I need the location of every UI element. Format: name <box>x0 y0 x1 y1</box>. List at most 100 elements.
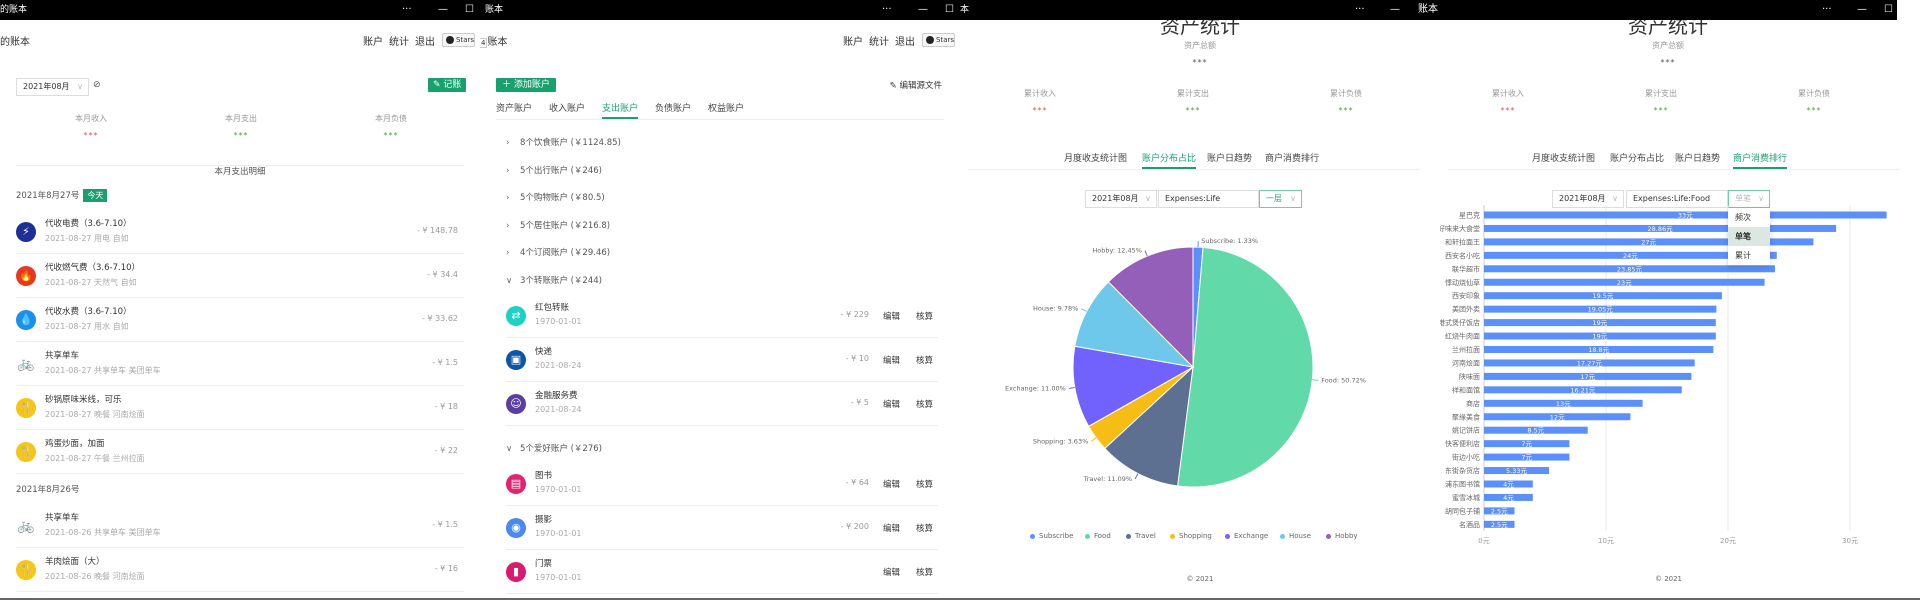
bar[interactable] <box>1484 319 1716 327</box>
reconcile-button[interactable]: 核算 <box>915 523 933 534</box>
transaction-row[interactable]: 🚲 共享单车 2021-08-26 共享单车 美团单车 - ¥ 1.5 <box>16 504 464 548</box>
bar[interactable] <box>1484 426 1588 434</box>
transaction-row[interactable]: 🍴 羊肉烩面（大） 2021-08-26 晚餐 河南烩面 - ¥ 16 <box>16 548 464 592</box>
tab-1[interactable]: 收入账户 <box>549 104 586 114</box>
account-group[interactable]: › 8个饮食账户 (￥1124.85) <box>506 136 621 148</box>
stats-tab-1[interactable]: 账户分布占比 <box>1610 154 1665 164</box>
edit-button[interactable]: 编辑 <box>882 567 900 578</box>
tab-3[interactable]: 负债账户 <box>655 104 692 114</box>
tab-0[interactable]: 资产账户 <box>496 104 533 114</box>
account-group[interactable]: ∨ 3个转账账户 (￥244) <box>506 274 602 286</box>
maximize-button[interactable]: ☐ <box>945 4 954 15</box>
more-button[interactable]: ··· <box>402 4 412 15</box>
legend-item[interactable]: Food <box>1085 532 1111 540</box>
reconcile-button[interactable]: 核算 <box>915 399 933 410</box>
bar[interactable] <box>1484 305 1717 313</box>
transaction-row[interactable]: 🍴 砂锅原味米线，可乐 2021-08-27 晚餐 河南烩面 - ¥ 18 <box>16 386 464 430</box>
bar[interactable] <box>1484 346 1714 353</box>
bar[interactable] <box>1484 211 1887 219</box>
github-stars-button[interactable]: Stars <box>922 33 955 47</box>
eye-slash-icon[interactable]: ⊘ <box>93 80 101 90</box>
bar[interactable] <box>1484 413 1631 421</box>
nav-stats[interactable]: 统计 <box>869 37 889 48</box>
tab-4[interactable]: 权益账户 <box>708 104 745 114</box>
legend-item[interactable]: House <box>1280 532 1311 540</box>
month-select[interactable]: 2021年08月 ∨ <box>16 78 89 96</box>
nav-accounts[interactable]: 账户 <box>843 37 863 48</box>
record-button[interactable]: ✎ 记账 <box>428 78 467 92</box>
legend-item[interactable]: Shopping <box>1170 532 1212 540</box>
edit-button[interactable]: 编辑 <box>882 523 900 534</box>
bar[interactable] <box>1484 493 1533 501</box>
minimize-button[interactable]: — <box>918 4 928 15</box>
github-stars-button[interactable]: Stars <box>442 33 475 47</box>
nav-logout[interactable]: 退出 <box>415 37 435 48</box>
dropdown-option-0[interactable]: 频次 <box>1735 213 1751 222</box>
mode-select[interactable]: 单笔 ∨ <box>1728 190 1770 208</box>
legend-item[interactable]: Exchange <box>1225 532 1268 540</box>
transaction-row[interactable]: ⚡ 代收电费（3.6-7.10） 2021-08-27 用电 自如 - ¥ 148.7… <box>16 210 464 254</box>
transaction-row[interactable]: 🚲 共享单车 2021-08-27 共享单车 美团单车 - ¥ 1.5 <box>16 342 464 386</box>
legend-item[interactable]: Subscribe <box>1030 532 1073 540</box>
bar[interactable] <box>1484 278 1765 286</box>
account-group[interactable]: › 4个订阅账户 (￥29.46) <box>506 246 610 258</box>
reconcile-button[interactable]: 核算 <box>915 567 933 578</box>
bar[interactable] <box>1484 520 1515 528</box>
bar[interactable] <box>1484 359 1695 367</box>
transaction-row[interactable]: 🍴 鸡蛋炒面，加面 2021-08-27 午餐 兰州拉面 - ¥ 22 <box>16 430 464 474</box>
bar[interactable] <box>1484 453 1570 461</box>
bar[interactable] <box>1484 292 1722 300</box>
account-group[interactable]: ∨ 5个爱好账户 (￥276) <box>506 442 602 454</box>
transaction-row[interactable]: 💧 代收水费（3.6-7.10） 2021-08-27 用水 自如 - ¥ 33.62 <box>16 298 464 342</box>
maximize-button[interactable]: ☐ <box>465 4 474 15</box>
account-group[interactable]: › 5个购物账户 (￥80.5) <box>506 191 605 203</box>
bar[interactable] <box>1484 386 1682 394</box>
minimize-button[interactable]: — <box>438 4 448 15</box>
bar[interactable] <box>1484 372 1692 380</box>
more-button[interactable]: ··· <box>1822 4 1832 15</box>
bar[interactable] <box>1484 467 1550 475</box>
pie-slice-hobby[interactable] <box>1107 246 1194 369</box>
account-input[interactable]: Expenses:Life <box>1158 190 1259 208</box>
pie-slice-travel[interactable] <box>1104 365 1194 487</box>
stats-tab-2[interactable]: 账户日趋势 <box>1207 154 1253 164</box>
legend-item[interactable]: Hobby <box>1326 532 1358 540</box>
nav-stats[interactable]: 统计 <box>389 37 409 48</box>
month-select[interactable]: 2021年08月 ∨ <box>1552 190 1624 208</box>
bar[interactable] <box>1484 332 1716 340</box>
dropdown-option-2[interactable]: 累计 <box>1735 251 1751 260</box>
stats-tab-3[interactable]: 商户消费排行 <box>1733 151 1788 169</box>
stats-tab-3[interactable]: 商户消费排行 <box>1265 154 1320 164</box>
stats-tab-2[interactable]: 账户日趋势 <box>1675 154 1721 164</box>
dropdown-option-1[interactable]: 单笔 <box>1728 227 1770 246</box>
reconcile-button[interactable]: 核算 <box>915 479 933 490</box>
more-button[interactable]: ··· <box>882 4 892 15</box>
more-button[interactable]: ··· <box>1355 4 1365 15</box>
minimize-button[interactable]: — <box>1390 4 1400 15</box>
account-group[interactable]: › 5个居住账户 (￥216.8) <box>506 219 610 231</box>
stats-tab-1[interactable]: 账户分布占比 <box>1142 151 1197 169</box>
transaction-row[interactable]: 🔥 代收燃气费（3.6-7.10） 2021-08-27 天然气 自如 - ¥ 34.… <box>16 254 464 298</box>
nav-logout[interactable]: 退出 <box>895 37 915 48</box>
add-account-button[interactable]: ＋ 添加账户 <box>496 78 556 92</box>
maximize-button[interactable]: ☐ <box>1884 4 1893 15</box>
reconcile-button[interactable]: 核算 <box>915 311 933 322</box>
legend-item[interactable]: Travel <box>1126 532 1156 540</box>
stats-tab-0[interactable]: 月度收支统计图 <box>1532 154 1596 164</box>
bar[interactable] <box>1484 238 1814 246</box>
minimize-button[interactable]: — <box>1857 4 1867 15</box>
edit-button[interactable]: 编辑 <box>882 311 900 322</box>
bar[interactable] <box>1484 265 1775 273</box>
account-input[interactable]: Expenses:Life:Food <box>1626 190 1728 208</box>
bar[interactable] <box>1484 440 1570 448</box>
edit-button[interactable]: 编辑 <box>882 355 900 366</box>
account-group[interactable]: › 5个出行账户 (￥246) <box>506 164 602 176</box>
reconcile-button[interactable]: 核算 <box>915 355 933 366</box>
edit-button[interactable]: 编辑 <box>882 479 900 490</box>
bar[interactable] <box>1484 480 1533 488</box>
nav-accounts[interactable]: 账户 <box>363 37 383 48</box>
bar[interactable] <box>1484 224 1837 232</box>
bar[interactable] <box>1484 251 1777 259</box>
pie-slice-house[interactable] <box>1074 281 1195 368</box>
edit-source-button[interactable]: ✎ 编辑源文件 <box>890 79 942 91</box>
